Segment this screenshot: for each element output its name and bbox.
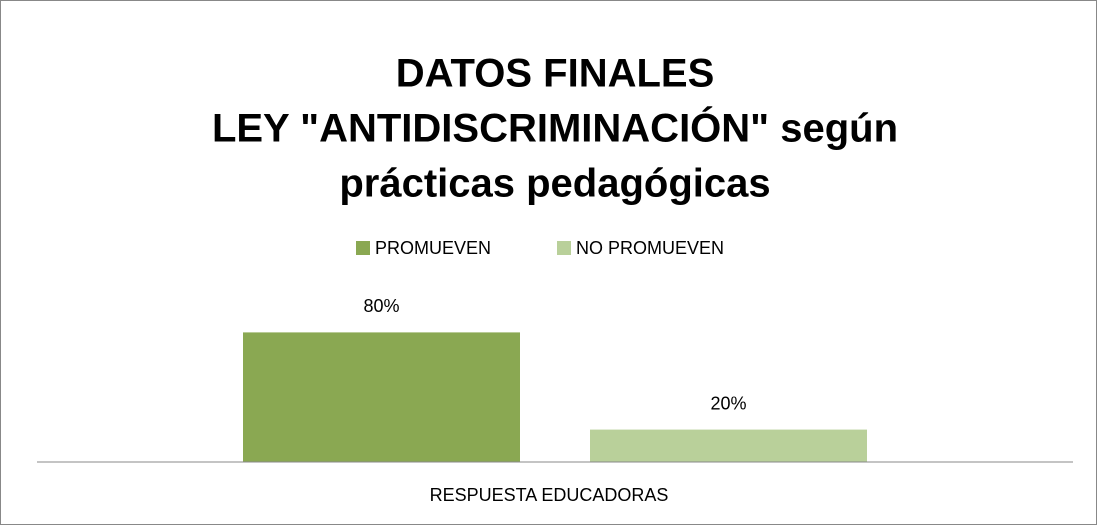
data-label: 80%	[363, 296, 399, 316]
legend-swatch	[557, 241, 571, 255]
legend-swatch	[356, 241, 370, 255]
data-label: 20%	[710, 393, 746, 413]
chart-title: LEY "ANTIDISCRIMINACIÓN" según	[212, 105, 898, 151]
x-tick-label: RESPUESTA EDUCADORAS	[430, 485, 669, 505]
chart-title: prácticas pedagógicas	[339, 162, 770, 206]
legend-label: NO PROMUEVEN	[576, 238, 724, 258]
chart-title: DATOS FINALES	[396, 52, 715, 96]
bar	[590, 429, 867, 462]
bar	[243, 332, 520, 462]
legend-label: PROMUEVEN	[375, 238, 491, 258]
